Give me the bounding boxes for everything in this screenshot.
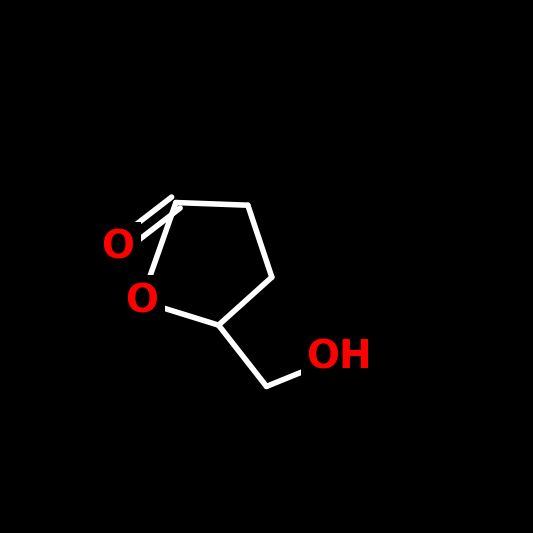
Text: OH: OH [305,338,372,376]
Text: O: O [101,229,134,267]
Text: O: O [125,282,158,320]
